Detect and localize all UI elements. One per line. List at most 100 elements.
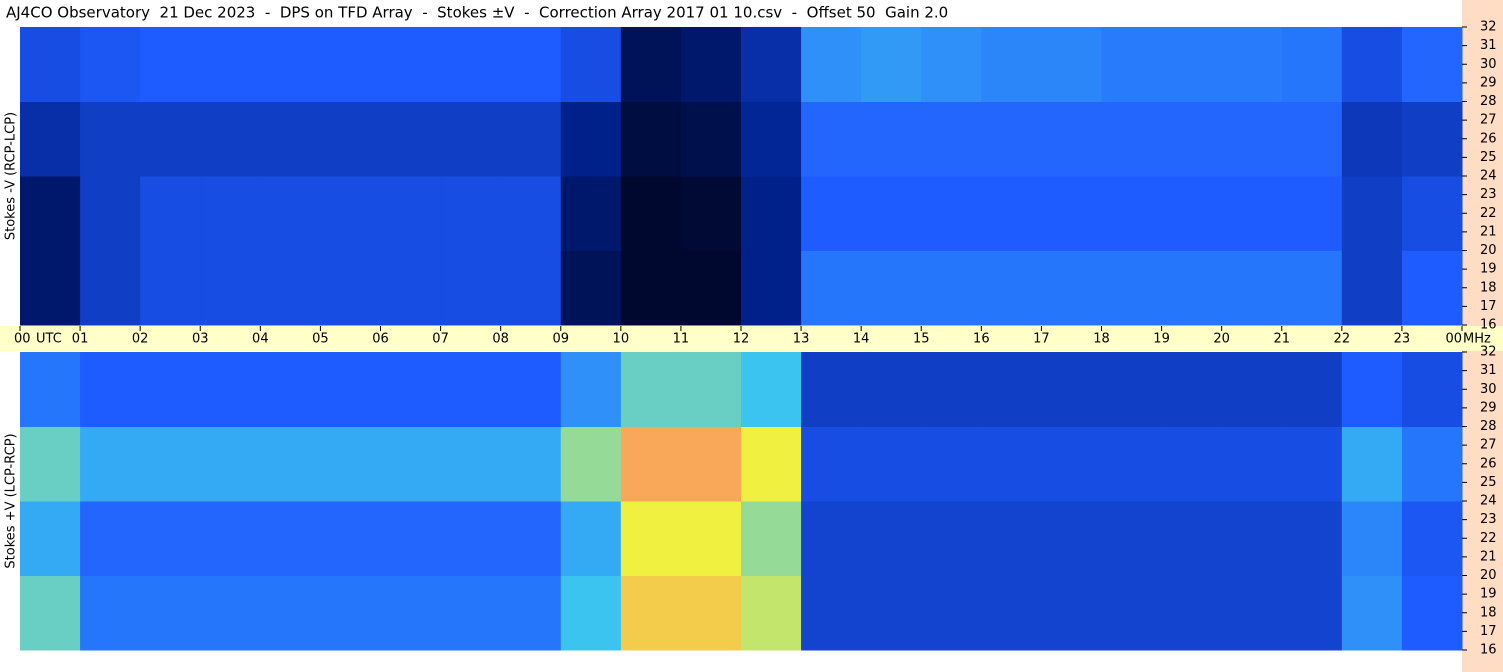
heatmap-cell xyxy=(80,101,141,177)
heatmap-cell xyxy=(680,426,742,502)
heatmap-cell xyxy=(140,27,201,102)
heatmap-cell xyxy=(1401,250,1463,326)
heatmap-cell xyxy=(1401,575,1463,651)
y-tick-label: 17 xyxy=(1480,624,1497,639)
heatmap-cell xyxy=(801,352,862,427)
heatmap-cell xyxy=(140,501,201,576)
heatmap-cell xyxy=(260,250,321,326)
heatmap-cell xyxy=(20,352,81,427)
heatmap-cell xyxy=(320,101,381,177)
y-tick-label: 28 xyxy=(1480,419,1497,434)
heatmap-cell xyxy=(1281,250,1343,326)
heatmap-cell xyxy=(20,426,81,502)
heatmap-cell xyxy=(560,501,622,576)
heatmap-cell xyxy=(861,575,922,651)
y-tick-label: 16 xyxy=(1480,318,1497,333)
heatmap-cell xyxy=(1281,575,1343,651)
y-tick-label: 17 xyxy=(1480,299,1497,314)
heatmap-cell xyxy=(380,501,442,576)
heatmap-cell xyxy=(1221,27,1283,102)
heatmap-cell xyxy=(380,27,442,102)
x-tick-label: 09 xyxy=(552,332,569,347)
y-tick-label: 28 xyxy=(1480,94,1497,109)
heatmap-cell xyxy=(500,501,562,576)
heatmap-cell xyxy=(1341,101,1403,177)
heatmap-cell xyxy=(500,176,562,251)
heatmap-cell xyxy=(260,501,321,576)
heatmap-cell xyxy=(921,426,982,502)
y-tick-label: 32 xyxy=(1480,20,1497,35)
heatmap-cell xyxy=(981,250,1042,326)
heatmap-cell xyxy=(560,575,622,651)
heatmap-cell xyxy=(680,27,742,102)
heatmap-cell xyxy=(80,352,141,427)
heatmap-cell xyxy=(981,27,1042,102)
y-axis-label: Stokes +V (LCP-RCP) xyxy=(4,433,19,568)
heatmap-cell xyxy=(620,352,682,427)
heatmap-cell xyxy=(680,575,742,651)
heatmap-cell xyxy=(620,501,682,576)
heatmap-cell xyxy=(680,250,742,326)
y-tick-label: 30 xyxy=(1480,57,1497,72)
heatmap-cell xyxy=(380,352,442,427)
heatmap-cell xyxy=(80,426,141,502)
heatmap-cell xyxy=(801,176,862,251)
heatmap-cell xyxy=(620,250,682,326)
heatmap-cell xyxy=(801,27,862,102)
heatmap-cell xyxy=(500,352,562,427)
heatmap-cell xyxy=(1401,352,1463,427)
x-tick-label: 13 xyxy=(793,332,810,347)
heatmap-cell xyxy=(620,176,682,251)
heatmap-cell xyxy=(260,27,321,102)
x-tick-label: 16 xyxy=(973,332,990,347)
heatmap-cell xyxy=(560,27,622,102)
heatmap-cell xyxy=(440,101,502,177)
heatmap-cell xyxy=(1041,101,1102,177)
heatmap-cell xyxy=(921,250,982,326)
heatmap-cell xyxy=(981,426,1042,502)
x-tick-label: 03 xyxy=(192,332,209,347)
heatmap-cell xyxy=(380,426,442,502)
heatmap-cell xyxy=(620,27,682,102)
y-tick-label: 26 xyxy=(1480,456,1497,471)
heatmap-cell xyxy=(500,575,562,651)
heatmap-cell xyxy=(741,101,802,177)
heatmap-cell xyxy=(801,575,862,651)
y-tick-label: 30 xyxy=(1480,382,1497,397)
heatmap-cell xyxy=(260,176,321,251)
heatmap-cell xyxy=(1101,575,1163,651)
heatmap-cell xyxy=(1161,101,1223,177)
heatmap-cell xyxy=(440,176,502,251)
heatmap-cell xyxy=(801,426,862,502)
heatmap-cell xyxy=(921,176,982,251)
heatmap-cell xyxy=(320,426,381,502)
heatmap-cell xyxy=(320,176,381,251)
x-tick-label: 04 xyxy=(252,332,269,347)
heatmap-cell xyxy=(1341,352,1403,427)
heatmap-cell xyxy=(921,575,982,651)
heatmap-cell xyxy=(80,176,141,251)
heatmap-cell xyxy=(200,575,261,651)
heatmap-cell xyxy=(741,250,802,326)
heatmap-cell xyxy=(1101,250,1163,326)
y-tick-label: 18 xyxy=(1480,605,1497,620)
heatmap-cell xyxy=(680,101,742,177)
heatmap-cell xyxy=(440,352,502,427)
y-tick-label: 29 xyxy=(1480,400,1497,415)
heatmap-cell xyxy=(500,101,562,177)
y-tick-label: 26 xyxy=(1480,131,1497,146)
heatmap-cell xyxy=(80,575,141,651)
heatmap-cell xyxy=(741,176,802,251)
y-tick-label: 20 xyxy=(1480,243,1497,258)
heatmap-cell xyxy=(1221,501,1283,576)
heatmap-cell xyxy=(320,352,381,427)
y-tick-label: 31 xyxy=(1480,363,1497,378)
heatmap-cell xyxy=(440,250,502,326)
heatmap-cell xyxy=(560,250,622,326)
heatmap-cell xyxy=(260,426,321,502)
heatmap-cell xyxy=(1161,250,1223,326)
heatmap-cell xyxy=(500,27,562,102)
heatmap-cell xyxy=(801,250,862,326)
heatmap-cell xyxy=(1101,27,1163,102)
heatmap-cell xyxy=(741,501,802,576)
